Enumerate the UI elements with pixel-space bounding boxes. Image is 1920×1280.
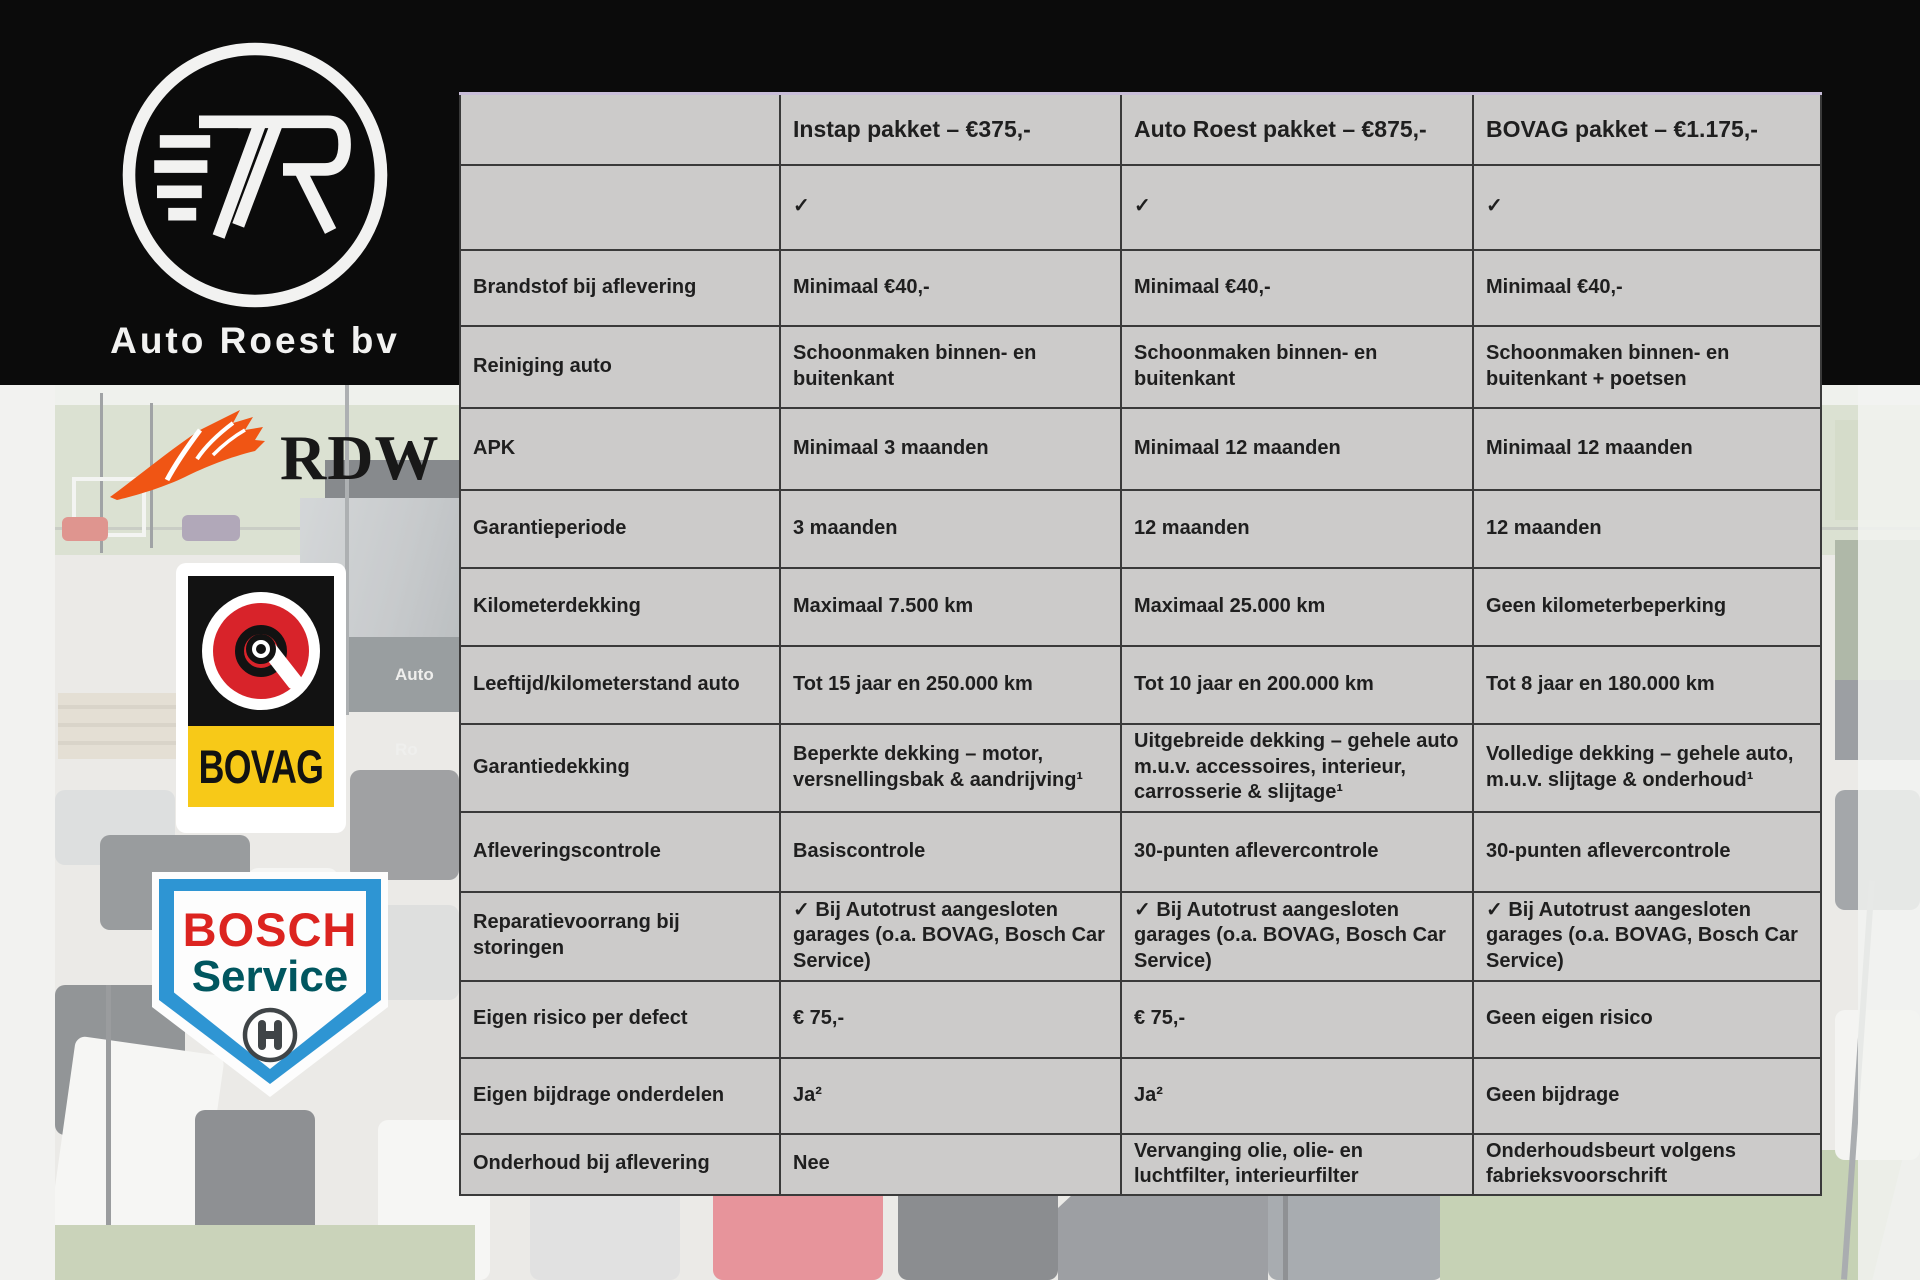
table-cell: Minimaal €40,- [779,248,1122,327]
table-cell: ✓ Bij Autotrust aangesloten garages (o.a… [1120,890,1474,982]
table-cell: Onderhoudsbeurt volgens fabrieksvoorschr… [1472,1132,1822,1196]
table-row: Onderhoud bij aflevering Nee Vervanging ol… [459,1132,1822,1196]
table-cell: 30-punten aflevercontrole [1472,810,1822,893]
bosch-wordmark: BOSCH [182,903,358,956]
table-cell: Schoonmaken binnen- en buitenkant + poet… [1472,324,1822,409]
table-row: Garantiedekking Beperkte dekking – motor,… [459,722,1822,813]
rdw-logo: RDW [105,405,438,515]
table-row: Reparatievoorrang bij storingen ✓ Bij Aut… [459,890,1822,982]
rdw-wordmark: RDW [280,422,440,493]
table-cell: Geen eigen risico [1472,979,1822,1059]
table-cell: ✓ Bij Autotrust aangesloten garages (o.a… [1472,890,1822,982]
table-row: Leeftijd/kilometerstand auto Tot 15 jaar … [459,644,1822,725]
bovag-logo: BOVAG [176,563,346,833]
row-label: Reiniging auto [459,324,781,409]
photo-flagpole [100,393,103,553]
table-row: Eigen risico per defect € 75,- € 75,- Geen … [459,979,1822,1059]
header-row: Instap pakket – €375,- Auto Roest pakket… [459,92,1822,166]
photo-right-fade [1858,385,1920,1280]
row-label: Reparatievoorrang bij storingen [459,890,781,982]
packages-table-wrap: Instap pakket – €375,- Auto Roest pakket… [459,92,1822,1196]
row-label: Garantieperiode [459,488,781,569]
bovag-emblem-icon [188,576,334,726]
table-cell: Schoonmaken binnen- en buitenkant [779,324,1122,409]
table-cell: Minimaal 12 maanden [1472,406,1822,491]
table-cell: Vervanging olie, olie- en luchtfilter, i… [1120,1132,1474,1196]
table-cell: Ja² [1120,1056,1474,1135]
table-cell: 12 maanden [1472,488,1822,569]
row-label: Kilometerdekking [459,566,781,647]
table-cell: Basiscontrole [779,810,1122,893]
table-cell: ✓ Bij Autotrust aangesloten garages (o.a… [779,890,1122,982]
header-cell-empty [459,92,781,166]
table-row: Garantieperiode 3 maanden 12 maanden 12 maa… [459,488,1822,569]
left-white-gutter [0,385,55,1280]
table-row: Afleveringscontrole Basiscontrole 30-punte… [459,810,1822,893]
table-cell: € 75,- [779,979,1122,1059]
row-label: Leeftijd/kilometerstand auto [459,644,781,725]
table-cell: Uitgebreide dekking – gehele auto m.u.v.… [1120,722,1474,813]
bosch-service-logo: BOSCH Service [152,872,388,1097]
table-row: ✓ ✓ ✓ [459,163,1822,251]
bovag-yellow-band: BOVAG [188,726,334,807]
table-cell: Minimaal €40,- [1472,248,1822,327]
rdw-swoosh-icon [110,410,265,500]
table-cell: Maximaal 7.500 km [779,566,1122,647]
table-cell: 30-punten aflevercontrole [1120,810,1474,893]
table-cell: Maximaal 25.000 km [1120,566,1474,647]
row-label: Garantiedekking [459,722,781,813]
auto-roest-monogram-icon [122,42,388,308]
table-cell: Ja² [779,1056,1122,1135]
brand-name: Auto Roest bv [110,320,400,361]
table-cell: Nee [779,1132,1122,1196]
bovag-wordmark: BOVAG [198,740,324,793]
row-label [459,163,781,251]
header-cell-auto-roest: Auto Roest pakket – €875,- [1120,92,1474,166]
packages-table-body: ✓ ✓ ✓ Brandstof bij aflevering Minimaal €40,… [459,163,1822,1196]
table-row: Brandstof bij aflevering Minimaal €40,- Mi… [459,248,1822,327]
table-row: Eigen bijdrage onderdelen Ja² Ja² Geen bijd… [459,1056,1822,1135]
table-cell: Geen bijdrage [1472,1056,1822,1135]
table-row: Kilometerdekking Maximaal 7.500 km Maximaa… [459,566,1822,647]
brand-logo: Auto Roest bv [40,20,470,380]
bosch-armature-icon [242,1007,298,1063]
row-label: Eigen bijdrage onderdelen [459,1056,781,1135]
table-cell: 12 maanden [1120,488,1474,569]
table-cell: Volledige dekking – gehele auto, m.u.v. … [1472,722,1822,813]
photo-car [62,517,108,541]
row-label: Eigen risico per defect [459,979,781,1059]
row-label: Onderhoud bij aflevering [459,1132,781,1196]
table-cell: 3 maanden [779,488,1122,569]
table-cell: Minimaal 3 maanden [779,406,1122,491]
photo-car [182,515,240,541]
table-cell: Minimaal 12 maanden [1120,406,1474,491]
photo-lamp-post [106,985,111,1280]
table-cell: € 75,- [1120,979,1474,1059]
table-cell: ✓ [1120,163,1474,251]
row-label: APK [459,406,781,491]
table-cell: Tot 8 jaar en 180.000 km [1472,644,1822,725]
row-label: Brandstof bij aflevering [459,248,781,327]
table-cell: Tot 10 jaar en 200.000 km [1120,644,1474,725]
photo-grass [55,1225,475,1280]
photo-car [350,770,459,880]
photo-pole [1283,1145,1288,1280]
table-cell: Minimaal €40,- [1120,248,1474,327]
packages-table: Instap pakket – €375,- Auto Roest pakket… [459,92,1822,1196]
table-cell: ✓ [1472,163,1822,251]
bosch-service-wordmark: Service [191,952,349,1001]
header-cell-bovag: BOVAG pakket – €1.175,- [1472,92,1822,166]
table-row: Reiniging auto Schoonmaken binnen- en bui… [459,324,1822,409]
row-label: Afleveringscontrole [459,810,781,893]
table-cell: Schoonmaken binnen- en buitenkant [1120,324,1474,409]
photo-gantry [72,477,146,537]
table-cell: Tot 15 jaar en 250.000 km [779,644,1122,725]
table-row: APK Minimaal 3 maanden Minimaal 12 maanden… [459,406,1822,491]
header-cell-instap: Instap pakket – €375,- [779,92,1122,166]
table-cell: Beperkte dekking – motor, versnellingsba… [779,722,1122,813]
photo-flagpole [345,385,349,715]
table-cell: Geen kilometerbeperking [1472,566,1822,647]
table-cell: ✓ [779,163,1122,251]
